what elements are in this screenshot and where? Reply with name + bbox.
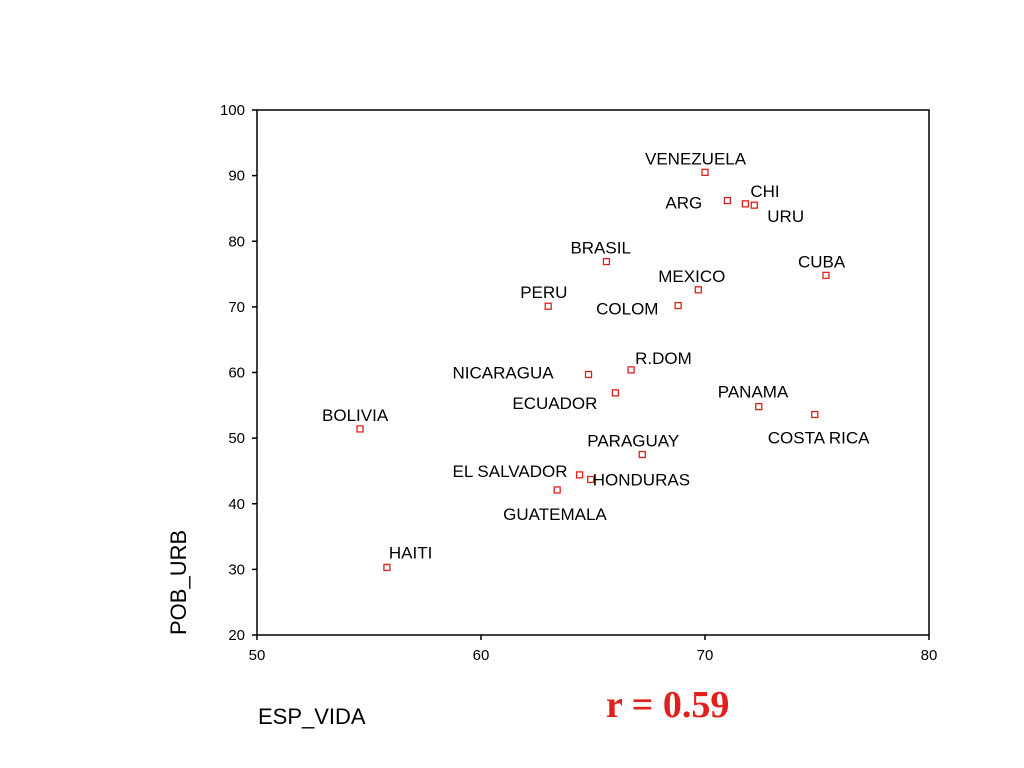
x-axis-title: ESP_VIDA <box>258 704 366 729</box>
data-point-marker <box>584 370 593 379</box>
data-point-label: BOLIVIA <box>322 406 389 425</box>
data-point-label: COLOM <box>596 300 658 319</box>
y-tick-label: 50 <box>228 430 245 447</box>
data-point-marker <box>674 301 682 310</box>
y-tick-label: 60 <box>228 365 245 382</box>
data-point-label: BRASIL <box>570 239 630 258</box>
y-tick-label: 100 <box>220 102 245 119</box>
data-point-marker <box>755 402 763 411</box>
data-point-marker <box>611 389 620 397</box>
data-point-label: COSTA RICA <box>768 429 870 448</box>
data-point-label: ARG <box>665 194 702 213</box>
data-point-label: R.DOM <box>635 349 692 368</box>
y-tick-label: 90 <box>228 168 245 185</box>
data-point-marker <box>627 366 635 374</box>
data-point-marker <box>723 196 732 205</box>
data-point-marker <box>544 302 552 310</box>
y-axis-title: POB_URB <box>166 530 191 635</box>
data-point-label: CHI <box>750 182 779 201</box>
data-point-label: EL SALVADOR <box>453 462 568 481</box>
data-point-marker <box>638 450 646 459</box>
x-axis: 50 60 70 80 <box>249 635 938 664</box>
data-point-label: GUATEMALA <box>503 505 607 524</box>
x-tick-label: 70 <box>697 647 714 664</box>
data-point-marker <box>575 471 584 479</box>
y-tick-label: 70 <box>228 299 245 316</box>
data-point-marker <box>356 425 364 433</box>
y-tick-label: 40 <box>228 496 245 513</box>
x-tick-label: 60 <box>473 647 490 664</box>
data-point-label: URU <box>767 207 804 226</box>
y-tick-label: 30 <box>228 561 245 578</box>
data-point-label: VENEZUELA <box>645 149 747 168</box>
data-point-marker <box>602 257 611 266</box>
data-point-marker <box>822 271 830 280</box>
data-point-marker <box>383 563 391 572</box>
x-tick-label: 50 <box>249 647 266 664</box>
data-point-label: PANAMA <box>718 383 789 402</box>
data-point-marker <box>694 286 702 294</box>
y-tick-label: 20 <box>228 627 245 644</box>
plot-area-frame <box>256 109 930 636</box>
data-point-marker <box>553 486 561 494</box>
data-point-label: NICARAGUA <box>453 363 555 382</box>
y-axis: 20 30 40 50 60 70 80 90 100 <box>220 102 257 644</box>
data-point-label: PARAGUAY <box>587 432 679 451</box>
data-point-label: ECUADOR <box>512 394 597 413</box>
data-point-label: PERU <box>520 283 567 302</box>
data-point-label: HAITI <box>389 543 432 562</box>
data-point-marker <box>750 201 758 209</box>
data-point-label: MEXICO <box>658 267 725 286</box>
correlation-annotation: r = 0.59 <box>606 684 730 726</box>
y-tick-label: 80 <box>228 233 245 250</box>
data-point-label: HONDURAS <box>593 470 690 489</box>
data-point-marker <box>587 475 595 484</box>
x-tick-label: 80 <box>921 647 938 664</box>
data-point-label: CUBA <box>798 252 846 271</box>
data-point-marker <box>741 200 749 208</box>
data-point-marker <box>811 410 819 419</box>
data-point-marker <box>701 168 709 176</box>
